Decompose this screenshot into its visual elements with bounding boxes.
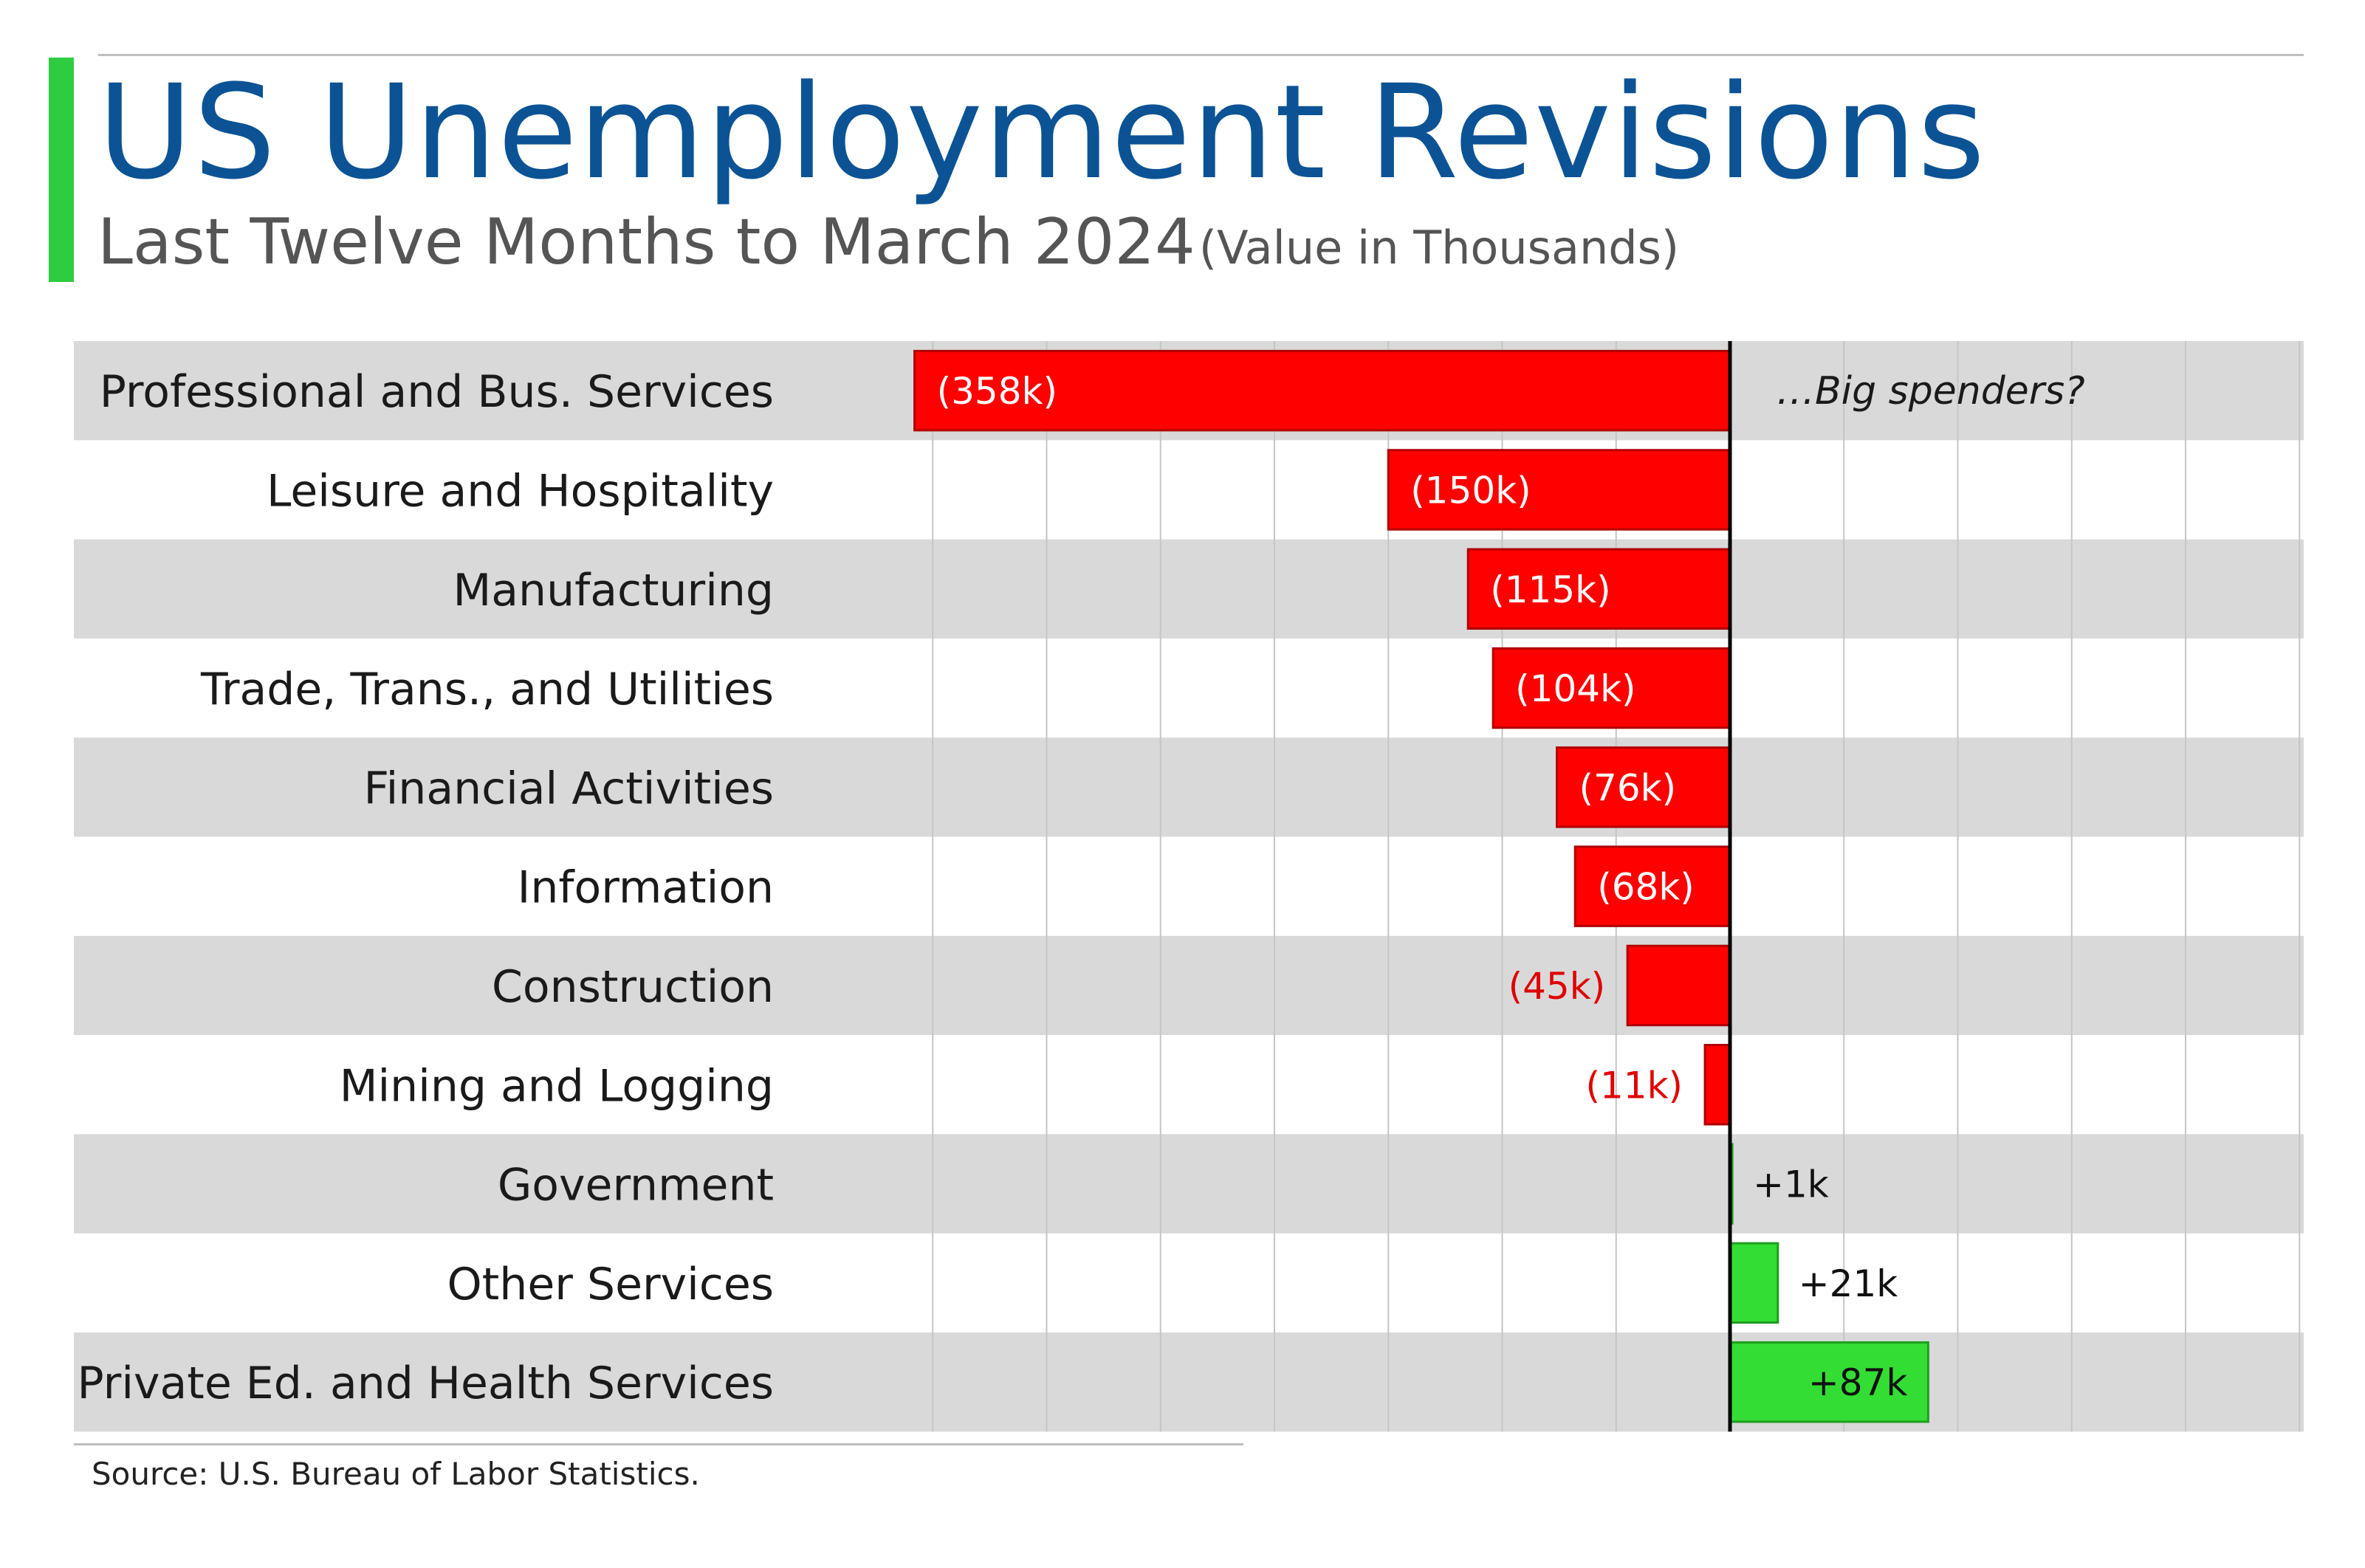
row-band <box>74 1134 2304 1234</box>
category-label: Professional and Bus. Services <box>100 366 774 418</box>
title-accent-bar <box>49 58 74 282</box>
bar <box>1703 1044 1731 1126</box>
bar <box>913 349 1731 432</box>
bar <box>1387 449 1731 531</box>
data-label: +1k <box>1753 1163 1829 1206</box>
bar <box>1729 1242 1779 1324</box>
row-band <box>74 737 2304 837</box>
bar <box>1626 944 1731 1027</box>
bar <box>1556 746 1731 828</box>
data-label: (76k) <box>1579 766 1677 809</box>
chart-subtitle: Last Twelve Months to March 2024 (Value … <box>97 205 1679 279</box>
source-rule <box>74 1443 1243 1445</box>
data-label: (150k) <box>1410 469 1531 512</box>
data-label: (11k) <box>1585 1064 1683 1107</box>
row-band <box>74 1333 2304 1432</box>
data-label: (115k) <box>1490 568 1610 611</box>
data-label: (104k) <box>1515 667 1635 710</box>
category-label: Financial Activities <box>363 763 774 814</box>
category-label: Other Services <box>447 1259 774 1310</box>
subtitle-text: Last Twelve Months to March 2024 <box>97 205 1195 279</box>
category-label: Manufacturing <box>453 565 774 616</box>
category-label: Leisure and Hospitality <box>267 465 774 517</box>
category-label: Mining and Logging <box>340 1060 774 1112</box>
unit-note: (Value in Thousands) <box>1198 221 1680 275</box>
data-label: (45k) <box>1508 965 1606 1008</box>
data-label: +21k <box>1799 1262 1898 1305</box>
category-label: Construction <box>492 961 774 1013</box>
category-label: Government <box>498 1160 774 1211</box>
category-label: Information <box>518 862 774 914</box>
row-band <box>74 539 2304 639</box>
data-label: (358k) <box>937 370 1057 413</box>
data-label: (68k) <box>1597 866 1695 909</box>
category-label: Private Ed. and Health Services <box>78 1358 774 1409</box>
bar <box>1466 548 1731 630</box>
chart-title: US Unemployment Revisions <box>97 57 1986 208</box>
row-band <box>74 935 2304 1036</box>
source-note: Source: U.S. Bureau of Labor Statistics. <box>92 1456 700 1492</box>
data-label: +87k <box>1808 1361 1908 1404</box>
top-rule <box>98 54 2304 56</box>
bar <box>1573 845 1731 927</box>
bar <box>1492 647 1731 729</box>
category-label: Trade, Trans., and Utilities <box>200 664 774 715</box>
annotation: …Big spenders? <box>1777 369 2085 413</box>
